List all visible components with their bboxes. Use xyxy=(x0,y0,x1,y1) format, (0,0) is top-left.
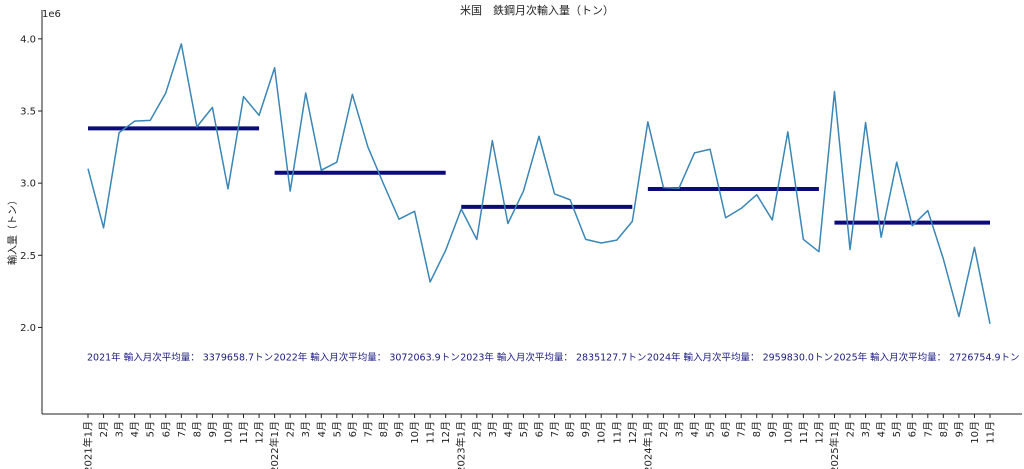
x-tick-label: 5月 xyxy=(891,421,903,437)
x-tick-label: 12月 xyxy=(440,421,452,444)
x-tick-label: 10月 xyxy=(782,421,794,444)
x-tick-label: 12月 xyxy=(627,421,639,444)
x-tick-label: 2023年1月 xyxy=(455,421,468,469)
x-tick-label: 3月 xyxy=(300,421,312,437)
y-tick-label: 4.0 xyxy=(20,34,36,45)
x-tick-label: 9月 xyxy=(767,421,779,437)
x-tick-label: 3月 xyxy=(860,421,872,437)
x-tick-label: 8月 xyxy=(191,421,203,437)
x-tick-label: 7月 xyxy=(922,421,934,437)
x-tick-label: 7月 xyxy=(736,421,748,437)
x-tick-label: 6月 xyxy=(534,421,546,437)
x-tick-label: 10月 xyxy=(969,421,981,444)
y-scale-label: 1e6 xyxy=(42,9,61,20)
x-tick-label: 2月 xyxy=(845,421,857,437)
x-tick-label: 2024年1月 xyxy=(641,421,654,469)
chart-title: 米国 鉄鋼月次輸入量（トン） xyxy=(460,3,614,17)
x-tick-label: 9月 xyxy=(394,421,406,437)
x-tick-label: 10月 xyxy=(409,421,421,444)
annotations: 2021年 輸入月次平均量： 3379658.7トン 2022年 輸入月次平均量：… xyxy=(87,351,1020,363)
y-ticks: 2.0 2.5 3.0 3.5 4.0 xyxy=(20,34,42,334)
x-tick-label: 2021年1月 xyxy=(82,421,95,469)
x-tick-label: 8月 xyxy=(565,421,577,437)
x-tick-label: 8月 xyxy=(938,421,950,437)
x-tick-label: 2月 xyxy=(658,421,670,437)
x-tick-label: 3月 xyxy=(487,421,499,437)
x-tick-label: 6月 xyxy=(720,421,732,437)
y-tick-label: 2.5 xyxy=(20,251,36,262)
x-tick-label: 11月 xyxy=(425,421,437,444)
x-tick-label: 11月 xyxy=(985,421,997,444)
x-tick-label: 7月 xyxy=(549,421,561,437)
x-tick-label: 4月 xyxy=(502,421,514,437)
average-annotation: 2022年 輸入月次平均量： 3072063.9トン xyxy=(274,351,460,363)
x-tick-label: 5月 xyxy=(145,421,157,437)
x-tick-label: 4月 xyxy=(316,421,328,437)
x-tick-label: 11月 xyxy=(238,421,250,444)
average-annotation: 2021年 輸入月次平均量： 3379658.7トン xyxy=(87,351,273,363)
x-tick-label: 4月 xyxy=(689,421,701,437)
x-tick-label: 9月 xyxy=(207,421,219,437)
x-tick-label: 9月 xyxy=(580,421,592,437)
x-tick-label: 4月 xyxy=(876,421,888,437)
x-tick-label: 5月 xyxy=(518,421,530,437)
x-tick-label: 2025年1月 xyxy=(828,421,841,469)
x-tick-label: 10月 xyxy=(222,421,234,444)
x-tick-label: 7月 xyxy=(362,421,374,437)
x-tick-label: 6月 xyxy=(160,421,172,437)
y-axis-label: 輸入量（トン） xyxy=(6,195,19,265)
x-tick-label: 2月 xyxy=(285,421,297,437)
x-tick-label: 2月 xyxy=(471,421,483,437)
x-tick-label: 12月 xyxy=(254,421,266,444)
average-annotation: 2025年 輸入月次平均量： 2726754.9トン xyxy=(833,351,1019,363)
average-annotation: 2023年 輸入月次平均量： 2835127.7トン xyxy=(460,351,646,363)
x-tick-label: 6月 xyxy=(907,421,919,437)
x-tick-label: 6月 xyxy=(347,421,359,437)
x-tick-label: 5月 xyxy=(331,421,343,437)
y-tick-label: 3.0 xyxy=(20,179,36,190)
x-tick-label: 2月 xyxy=(98,421,110,437)
average-annotation: 2024年 輸入月次平均量： 2959830.0トン xyxy=(647,351,833,363)
x-tick-label: 8月 xyxy=(751,421,763,437)
x-tick-label: 11月 xyxy=(611,421,623,444)
x-tick-label: 5月 xyxy=(705,421,717,437)
axes xyxy=(41,10,1022,415)
series-line xyxy=(87,43,991,324)
x-tick-label: 9月 xyxy=(953,421,965,437)
x-tick-label: 3月 xyxy=(673,421,685,437)
x-tick-label: 3月 xyxy=(114,421,126,437)
x-tick-label: 7月 xyxy=(176,421,188,437)
y-tick-label: 2.0 xyxy=(20,323,36,334)
series-group xyxy=(87,43,991,324)
x-tick-label: 10月 xyxy=(596,421,608,444)
y-tick-label: 3.5 xyxy=(20,107,36,118)
x-tick-label: 2022年1月 xyxy=(268,421,281,469)
x-tick-label: 4月 xyxy=(129,421,141,437)
x-tick-label: 11月 xyxy=(798,421,810,444)
x-tick-label: 8月 xyxy=(378,421,390,437)
x-tick-label: 12月 xyxy=(813,421,825,444)
average-lines xyxy=(88,126,990,225)
x-ticks: 2021年1月 2月 3月 4月 5月 6月 7月 8月 9月 10月 11月 12月 2022年1月 2… xyxy=(82,414,997,469)
